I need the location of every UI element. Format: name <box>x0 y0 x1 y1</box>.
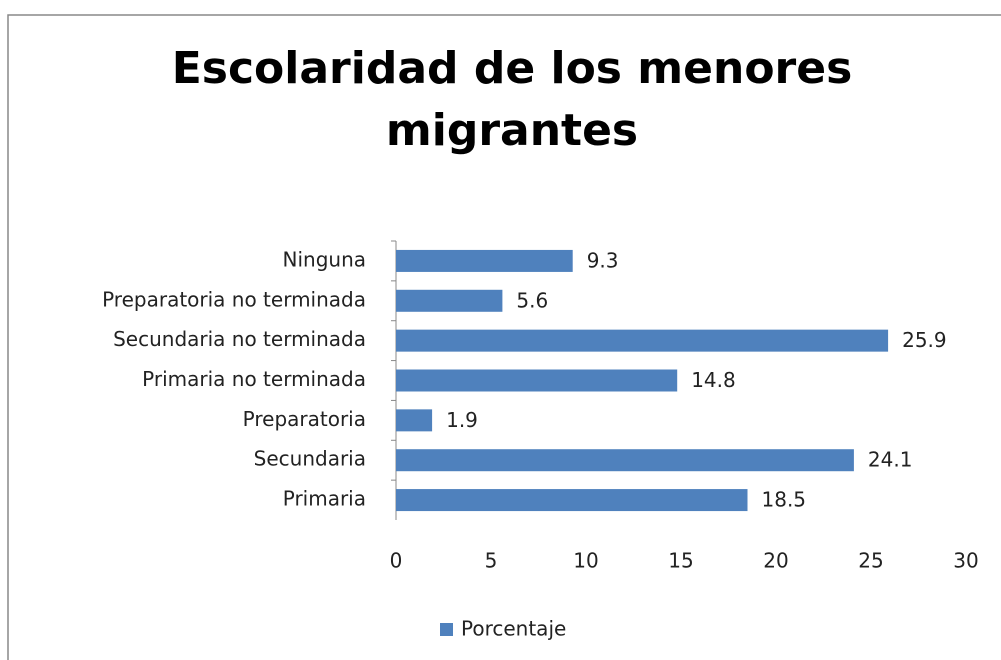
y-tick-label: Primaria <box>283 487 366 511</box>
y-tick-label: Preparatoria <box>243 407 366 431</box>
x-tick-label: 20 <box>763 549 788 573</box>
bar <box>396 449 854 472</box>
value-label: 14.8 <box>691 368 736 392</box>
value-label: 24.1 <box>868 448 913 472</box>
bar <box>396 289 503 312</box>
value-label: 25.9 <box>902 328 947 352</box>
bar <box>396 409 433 432</box>
y-tick-label: Preparatoria no terminada <box>102 287 366 311</box>
value-label: 18.5 <box>762 488 807 512</box>
x-tick-label: 0 <box>390 549 403 573</box>
y-tick-label: Ninguna <box>283 247 367 271</box>
value-label: 1.9 <box>446 408 478 432</box>
x-tick-label: 10 <box>573 549 598 573</box>
value-label: 9.3 <box>587 248 619 272</box>
chart-title: Escolaridad de los menores migrantes <box>171 43 853 156</box>
value-label: 5.6 <box>516 288 548 312</box>
x-tick-label: 15 <box>668 549 693 573</box>
y-tick-label: Primaria no terminada <box>142 367 366 391</box>
bar <box>396 249 573 272</box>
x-tick-label: 25 <box>858 549 883 573</box>
y-tick-label: Secundaria <box>254 447 366 471</box>
x-tick-label: 30 <box>953 549 978 573</box>
bar <box>396 329 889 352</box>
y-tick-label: Secundaria no terminada <box>113 327 366 351</box>
legend-swatch <box>440 623 453 636</box>
x-tick-label: 5 <box>485 549 498 573</box>
bar <box>396 489 748 512</box>
legend-label: Porcentaje <box>461 617 566 641</box>
bar <box>396 369 678 392</box>
